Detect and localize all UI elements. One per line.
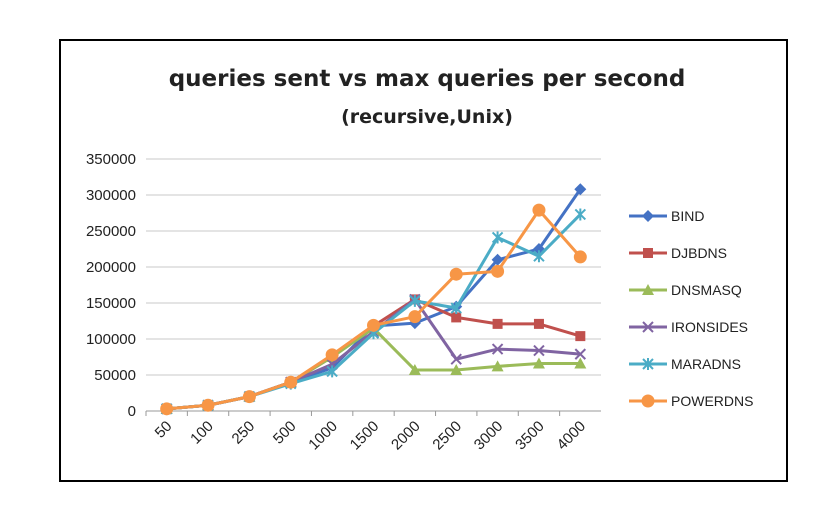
x-tick-label: 2000 <box>388 418 424 454</box>
data-point <box>367 318 380 332</box>
data-point <box>491 360 504 372</box>
series-line <box>166 297 581 411</box>
data-point <box>532 203 546 217</box>
data-point <box>642 358 654 370</box>
data-point <box>574 208 587 221</box>
y-tick-label: 150000 <box>86 295 136 312</box>
legend-label: DNSMASQ <box>671 282 742 298</box>
legend-label: DJBDNS <box>671 245 727 261</box>
data-point <box>408 363 421 375</box>
y-tick-label: 200000 <box>86 259 136 276</box>
data-point <box>491 231 504 244</box>
x-tick-label: 3000 <box>471 418 507 454</box>
data-point <box>574 357 587 369</box>
data-point <box>642 284 654 295</box>
data-point <box>451 312 462 323</box>
data-point <box>160 402 174 416</box>
y-tick-label: 50000 <box>94 367 136 384</box>
data-point <box>533 318 544 329</box>
legend-item-dnsmasq: DNSMASQ <box>629 282 742 298</box>
y-tick-label: 250000 <box>86 223 136 240</box>
series-line <box>166 326 581 411</box>
x-tick-label: 4000 <box>554 418 590 454</box>
y-tick-label: 300000 <box>86 187 136 204</box>
data-point <box>642 321 654 333</box>
x-tick-label: 1500 <box>347 418 383 454</box>
data-point <box>284 375 298 389</box>
data-point <box>574 348 587 360</box>
legend-label: IRONSIDES <box>671 319 748 335</box>
series-djbdns <box>161 294 586 414</box>
data-point <box>325 348 339 362</box>
legend-item-ironsides: IRONSIDES <box>629 319 748 335</box>
data-point <box>575 331 586 342</box>
data-point <box>533 344 545 357</box>
data-point <box>533 250 545 263</box>
series-line <box>166 188 582 411</box>
y-tick-label: 350000 <box>86 151 136 168</box>
x-tick-label: 1000 <box>305 418 341 454</box>
series-line <box>166 297 581 411</box>
x-tick-label: 100 <box>187 418 217 448</box>
data-point <box>450 353 462 365</box>
data-point <box>201 398 215 412</box>
data-point <box>449 267 463 281</box>
series-ironsides <box>160 293 587 415</box>
data-point <box>573 250 587 264</box>
legend-item-djbdns: DJBDNS <box>629 245 727 261</box>
data-point <box>408 310 422 324</box>
legend-item-powerdns: POWERDNS <box>629 393 753 409</box>
legend-label: MARADNS <box>671 356 741 372</box>
legend-item-bind: BIND <box>629 208 704 224</box>
data-point <box>450 302 462 315</box>
series-powerdns <box>160 203 587 416</box>
chart-frame: queries sent vs max queries per second (… <box>59 39 788 482</box>
series-bind <box>160 183 587 415</box>
x-axis: 50 100 250 500 1000 1500 2000 2500 3000 3500 4000 <box>145 410 601 454</box>
x-tick-label: 250 <box>229 418 259 448</box>
series-maradns <box>160 208 587 415</box>
x-tick-label: 3500 <box>512 418 548 454</box>
chart-subtitle: (recursive,Unix) <box>341 106 513 128</box>
data-point <box>242 390 256 404</box>
legend-label: POWERDNS <box>671 393 753 409</box>
legend-item-maradns: MARADNS <box>629 356 741 372</box>
data-point <box>326 365 338 378</box>
data-point <box>643 248 653 258</box>
series-line <box>166 213 582 411</box>
data-point <box>574 183 587 196</box>
x-tick-label: 50 <box>152 418 176 442</box>
x-tick-label: 2500 <box>429 418 465 454</box>
data-point <box>491 264 505 278</box>
y-tick-label: 0 <box>128 403 136 420</box>
legend: BIND DJBDNS DNSMASQ IRONSIDES MARADNS POWERDN… <box>629 208 753 409</box>
data-point <box>450 363 463 375</box>
data-point <box>409 294 421 307</box>
data-point <box>491 343 504 355</box>
y-tick-label: 100000 <box>86 331 136 348</box>
legend-label: BIND <box>671 208 704 224</box>
gridlines <box>146 158 601 376</box>
series-layer <box>160 183 587 416</box>
x-tick-label: 500 <box>270 418 300 448</box>
y-axis: 0 50000 100000 150000 200000 250000 300000 3500… <box>86 151 136 420</box>
data-point <box>532 357 545 369</box>
data-point <box>641 394 655 408</box>
data-point <box>492 318 503 329</box>
line-chart: queries sent vs max queries per second (… <box>86 66 754 454</box>
series-line <box>166 208 582 411</box>
data-point <box>642 210 654 222</box>
chart-title: queries sent vs max queries per second <box>169 66 686 92</box>
